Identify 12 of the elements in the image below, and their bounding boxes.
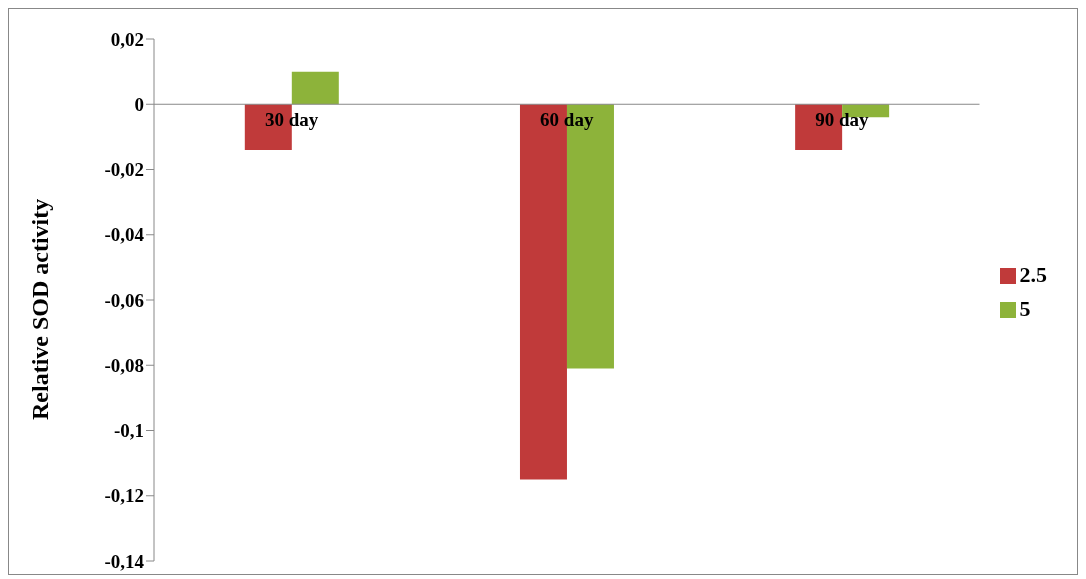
y-tick-label: -0,1: [113, 420, 144, 442]
y-tick-label: -0,08: [104, 354, 144, 376]
legend-label: 5: [1019, 295, 1031, 321]
legend-label: 2.5: [1019, 261, 1047, 287]
y-tick-label: 0: [134, 94, 144, 115]
y-tick-label: -0,06: [104, 289, 144, 311]
y-tick-label: -0,02: [104, 159, 144, 181]
y-tick-label: -0,12: [104, 485, 144, 507]
y-tick-label: -0,04: [104, 224, 145, 246]
y-axis-title: Relative SOD activity: [26, 198, 53, 420]
y-tick-label: 0,02: [110, 28, 144, 50]
y-tick-label: -0,14: [104, 550, 145, 572]
